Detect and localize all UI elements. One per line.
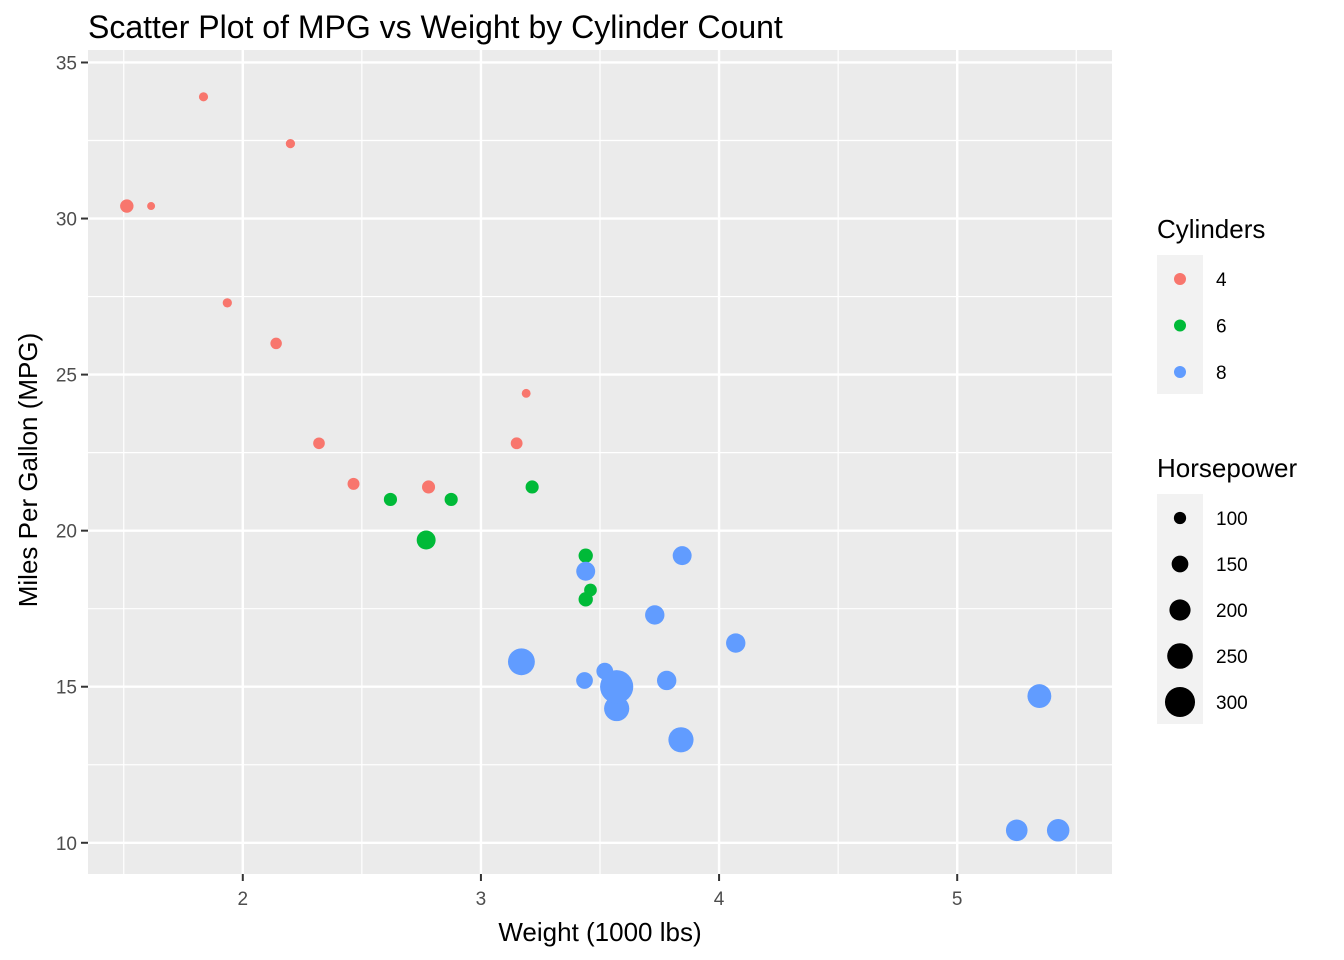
size-legend-key-300 [1164, 686, 1196, 718]
data-point-cyl-8 [726, 633, 746, 653]
data-point-cyl-4 [285, 139, 296, 149]
x-axis-title: Weight (1000 lbs) [498, 917, 701, 947]
size-legend-key-200 [1169, 599, 1191, 621]
size-legend-entries: 100 150 200 250 300 [1164, 509, 1248, 718]
data-point-cyl-8 [576, 672, 593, 689]
x-tick-label: 3 [476, 889, 487, 910]
color-legend-label: 4 [1216, 270, 1227, 291]
color-legend-entries: 4 6 8 [1174, 270, 1227, 384]
size-legend-label: 200 [1216, 601, 1248, 622]
size-legend-key-150 [1171, 555, 1189, 573]
y-axis-title: Miles Per Gallon (MPG) [13, 333, 43, 608]
size-legend-label: 100 [1216, 509, 1248, 530]
data-point-cyl-4 [510, 437, 523, 450]
x-tick-label: 2 [238, 889, 249, 910]
data-point-cyl-6 [444, 492, 458, 507]
data-point-cyl-4 [147, 202, 156, 211]
data-point-cyl-8 [1046, 819, 1070, 842]
x-tick-label: 5 [952, 889, 963, 910]
y-tick-label: 35 [56, 53, 77, 74]
data-point-cyl-4 [347, 477, 360, 490]
x-tick-label: 4 [714, 889, 725, 910]
data-point-cyl-4 [422, 480, 436, 494]
y-axis-ticks: 10 15 20 25 30 35 [56, 53, 88, 855]
data-point-cyl-4 [222, 298, 232, 308]
grid-major-lines [88, 50, 1112, 874]
size-legend-label: 150 [1216, 555, 1248, 576]
data-point-cyl-8 [1005, 819, 1028, 842]
data-point-cyl-8 [672, 546, 692, 566]
size-legend-label: 300 [1216, 693, 1248, 714]
data-point-cyl-6 [578, 548, 593, 563]
color-legend-key-8 [1174, 366, 1186, 378]
data-point-cyl-6 [416, 530, 436, 550]
size-legend-title: Horsepower [1157, 453, 1298, 483]
data-point-cyl-4 [270, 337, 282, 350]
data-point-cyl-8 [507, 648, 535, 676]
grid-minor-lines [88, 50, 1112, 874]
size-legend: Horsepower 100 150 200 250 300 [1157, 453, 1298, 724]
y-tick-label: 30 [56, 210, 77, 231]
color-legend-key-4 [1174, 273, 1186, 285]
y-tick-label: 10 [56, 834, 77, 855]
data-point-cyl-8 [645, 605, 665, 625]
size-legend-key-250 [1167, 643, 1193, 669]
size-legend-label: 250 [1216, 647, 1248, 668]
chart-title: Scatter Plot of MPG vs Weight by Cylinde… [88, 9, 783, 45]
data-point-cyl-8 [600, 670, 634, 704]
size-legend-key-100 [1173, 511, 1187, 525]
color-legend-label: 8 [1216, 363, 1227, 384]
data-point-cyl-8 [604, 695, 630, 722]
data-point-cyl-8 [656, 670, 677, 691]
data-point-cyl-8 [576, 561, 596, 581]
data-point-cyl-8 [1027, 684, 1052, 709]
color-legend: Cylinders 4 6 8 [1157, 214, 1265, 394]
data-point-cyl-4 [120, 199, 134, 213]
data-point-cyl-6 [383, 492, 398, 507]
data-point-cyl-6 [525, 480, 539, 494]
color-legend-key-6 [1174, 319, 1186, 332]
data-point-cyl-4 [521, 388, 531, 398]
x-axis-ticks: 2 3 4 5 [238, 874, 963, 910]
color-legend-title: Cylinders [1157, 214, 1265, 244]
data-point-cyl-6 [584, 583, 597, 597]
data-point-cyl-4 [313, 437, 325, 450]
data-point-cyl-8 [668, 727, 694, 753]
y-tick-label: 15 [56, 678, 77, 699]
data-point-cyl-4 [198, 92, 209, 102]
y-tick-label: 25 [56, 366, 77, 387]
color-legend-label: 6 [1216, 317, 1227, 338]
data-points [120, 92, 1070, 842]
y-tick-label: 20 [56, 522, 77, 543]
